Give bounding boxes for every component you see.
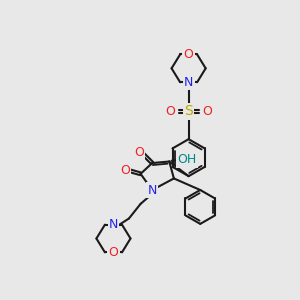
- Text: O: O: [134, 146, 144, 159]
- Text: N: N: [148, 184, 157, 196]
- Text: O: O: [120, 164, 130, 177]
- Text: OH: OH: [178, 154, 197, 166]
- Text: N: N: [184, 76, 193, 89]
- Text: O: O: [109, 246, 118, 259]
- Text: S: S: [184, 104, 193, 118]
- Text: O: O: [202, 105, 212, 118]
- Text: O: O: [184, 48, 194, 61]
- Text: O: O: [165, 105, 175, 118]
- Text: N: N: [109, 218, 118, 231]
